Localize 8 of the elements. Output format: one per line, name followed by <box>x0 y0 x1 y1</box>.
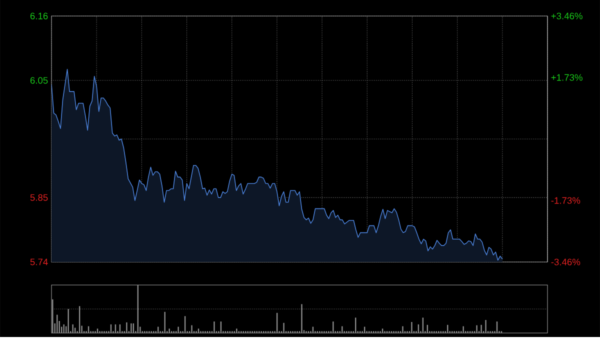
y2-tick-label: +1.73% <box>551 74 582 81</box>
y2-tick-label: +3.46% <box>551 12 582 20</box>
y-tick-label: 6.05 <box>30 76 48 84</box>
y2-tick-label: -3.46% <box>551 258 580 266</box>
y-tick-label: 5.85 <box>30 194 48 201</box>
y2-tick-label: -1.73% <box>551 196 580 204</box>
y-tick-label: 5.74 <box>30 258 48 265</box>
y-tick-label: 6.16 <box>30 12 48 20</box>
